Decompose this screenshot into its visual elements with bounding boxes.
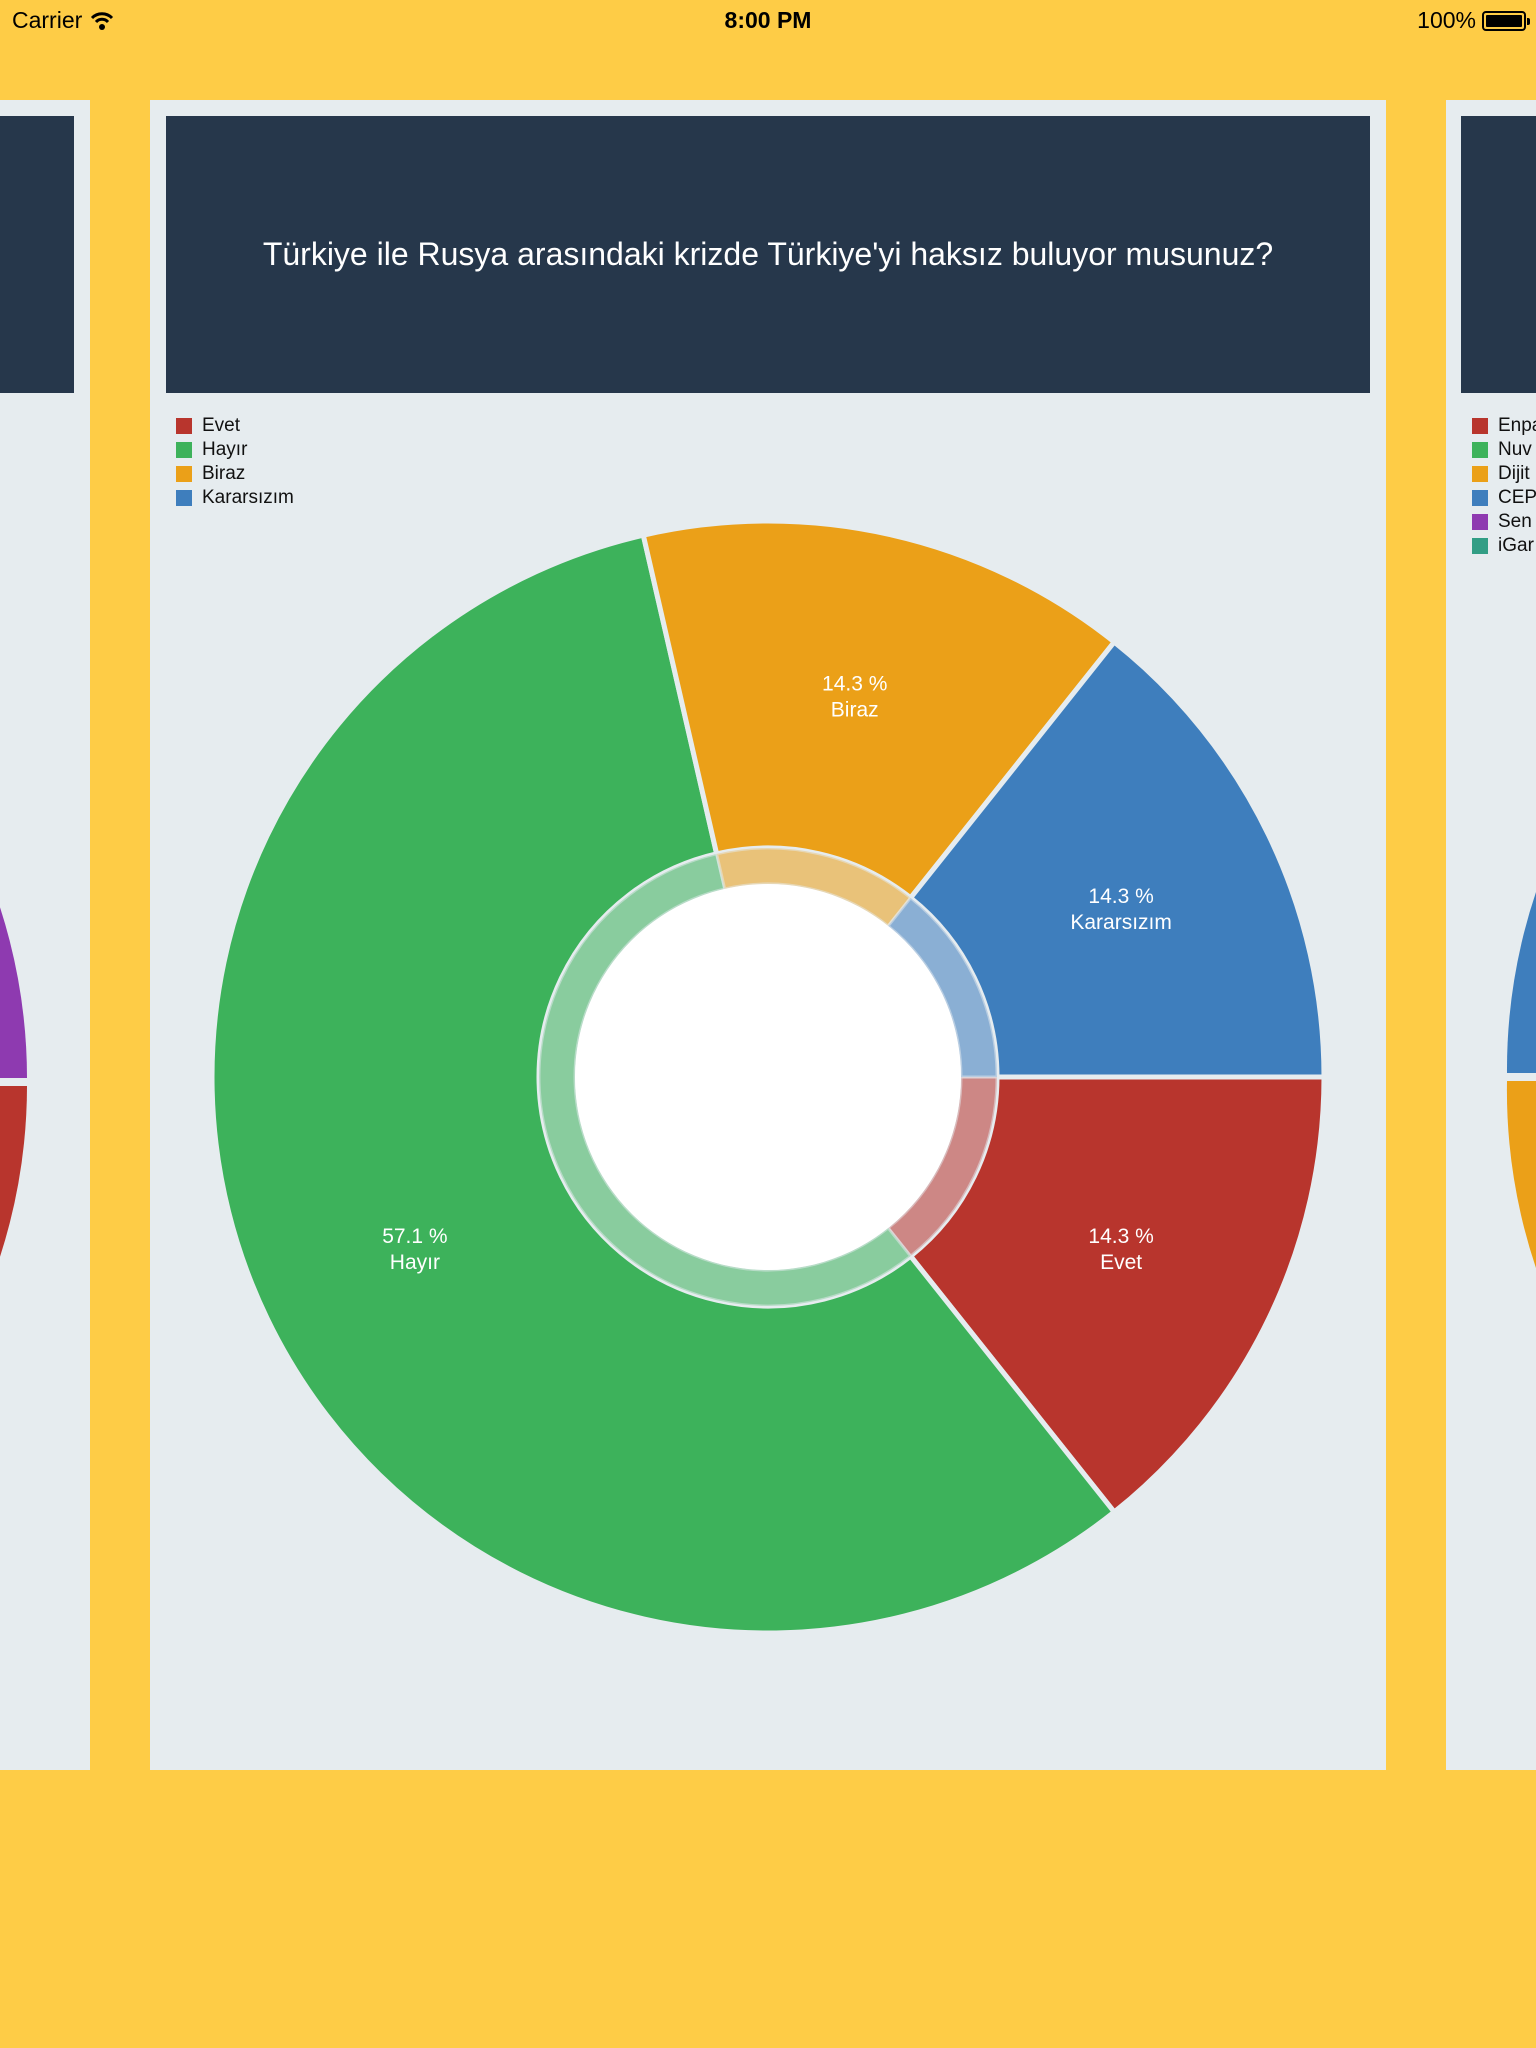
slice-value-label: 14.3 % — [822, 673, 887, 696]
status-bar: Carrier 8:00 PM 100% — [0, 0, 1536, 40]
pie-slice — [0, 1086, 27, 1257]
legend-swatch — [176, 442, 192, 458]
wifi-icon — [91, 11, 114, 30]
legend-label: Hayır — [202, 439, 248, 460]
inner-ring-segment — [537, 852, 913, 1308]
legend-label: Evet — [202, 415, 241, 436]
poll-question: Türkiye ile Rusya arasındaki krizde Türk… — [262, 236, 1274, 272]
battery-status: 100% — [1417, 7, 1530, 34]
legend-item: Kararsızım — [176, 486, 294, 510]
legend-swatch — [1472, 418, 1488, 434]
legend-swatch — [1472, 466, 1488, 482]
legend-swatch — [1472, 490, 1488, 506]
legend-label: Enpa — [1498, 415, 1536, 436]
donut-chart: 14.3 % Evet 57.1 % Hayır 14.3 % Biraz 14.3 % Ka… — [209, 518, 1327, 1636]
legend-swatch — [1472, 442, 1488, 458]
legend-swatch — [176, 418, 192, 434]
slice-value-label: 14.3 % — [1088, 885, 1153, 908]
slice-category-label: Hayır — [390, 1251, 440, 1274]
slice-category-label: Biraz — [831, 699, 879, 722]
battery-icon — [1482, 10, 1530, 31]
legend-label: Nuv — [1498, 439, 1532, 460]
slice-value-label: 14.3 % — [1088, 1225, 1153, 1248]
chart-legend: Enpa Nuv Dijit CEP Sen iGar — [1472, 414, 1536, 558]
legend-label: Dijit — [1498, 463, 1530, 484]
legend-item: Sen — [1472, 510, 1536, 534]
legend-item: Hayır — [176, 438, 294, 462]
pie-slice — [0, 907, 27, 1078]
legend-label: Sen — [1498, 511, 1532, 532]
legend-swatch — [176, 466, 192, 482]
legend-label: CEP — [1498, 487, 1536, 508]
legend-swatch — [1472, 538, 1488, 554]
side-pie — [1506, 892, 1536, 1268]
slice-value-label: 57.1 % — [382, 1225, 447, 1248]
legend-item: Evet — [176, 414, 294, 438]
legend-item: CEP — [1472, 486, 1536, 510]
legend-item: iGar — [1472, 534, 1536, 558]
slice-category-label: Evet — [1100, 1251, 1142, 1274]
legend-item: Biraz — [176, 462, 294, 486]
slice-category-label: Kararsızım — [1070, 911, 1172, 934]
poll-header — [1461, 116, 1536, 393]
legend-item: Enpa — [1472, 414, 1536, 438]
legend-item: Dijit — [1472, 462, 1536, 486]
legend-label: Kararsızım — [202, 487, 294, 508]
poll-header: Türkiye ile Rusya arasındaki krizde Türk… — [166, 116, 1370, 393]
donut-hole — [575, 884, 961, 1270]
clock: 8:00 PM — [724, 7, 812, 33]
battery-percent: 100% — [1417, 7, 1476, 33]
poll-header — [0, 116, 74, 393]
legend-swatch — [176, 490, 192, 506]
poll-card[interactable]: Türkiye ile Rusya arasındaki krizde Türk… — [150, 100, 1386, 1770]
pie-slice — [1506, 1081, 1536, 1268]
legend-swatch — [1472, 514, 1488, 530]
pie-slice — [1506, 892, 1536, 1073]
previous-poll-card[interactable] — [0, 100, 90, 1770]
legend-item: Nuv — [1472, 438, 1536, 462]
chart-legend: Evet Hayır Biraz Kararsızım — [176, 414, 294, 510]
carrier: Carrier — [12, 7, 114, 34]
legend-label: iGar — [1498, 535, 1534, 556]
carrier-label: Carrier — [12, 7, 83, 33]
next-poll-card[interactable]: Enpa Nuv Dijit CEP Sen iGar — [1446, 100, 1536, 1770]
legend-label: Biraz — [202, 463, 246, 484]
side-pie — [0, 907, 27, 1257]
